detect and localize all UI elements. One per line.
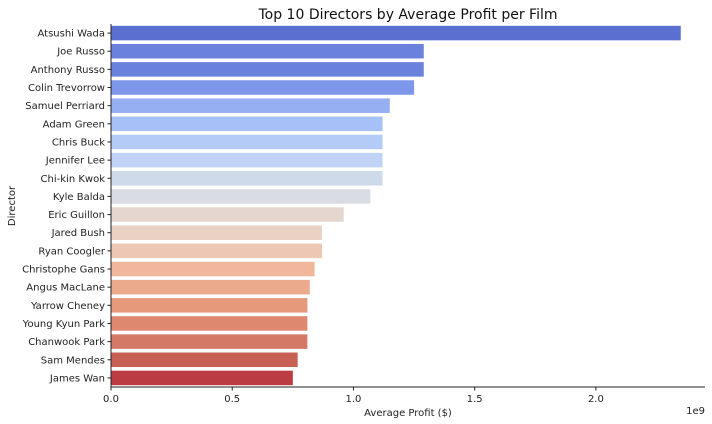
bar-14 bbox=[111, 279, 310, 295]
y-tick-label: Jennifer Lee bbox=[45, 156, 105, 167]
bar-9 bbox=[111, 189, 371, 204]
bar-3 bbox=[111, 80, 415, 95]
x-tick-label: 0.5 bbox=[224, 394, 240, 405]
bar-0 bbox=[111, 25, 681, 41]
bar-2 bbox=[111, 62, 424, 77]
y-tick-label: Adam Green bbox=[43, 119, 105, 130]
y-tick-label: Christophe Gans bbox=[22, 265, 105, 276]
bar-11 bbox=[111, 225, 322, 240]
bar-7 bbox=[111, 152, 383, 168]
y-tick-labels: Atsushi Wada Joe Russo Anthony Russo Colin … bbox=[22, 29, 111, 384]
y-tick-label: Chi-kin Kwok bbox=[41, 174, 106, 185]
bar-6 bbox=[111, 134, 383, 150]
bar-10 bbox=[111, 207, 344, 222]
x-tick-label: 1.5 bbox=[467, 394, 483, 405]
y-tick-label: Chanwook Park bbox=[28, 337, 105, 348]
x-tick-labels: 0.0 0.5 1.0 1.5 2.0 bbox=[103, 387, 604, 405]
bar-5 bbox=[111, 116, 383, 132]
bar-19 bbox=[111, 370, 293, 386]
x-tick-label: 2.0 bbox=[588, 394, 604, 405]
bar-8 bbox=[111, 171, 383, 186]
y-tick-label: Anthony Russo bbox=[31, 65, 105, 76]
y-tick-label: Eric Guillon bbox=[48, 210, 105, 221]
bar-17 bbox=[111, 334, 308, 349]
y-tick-label: Jared Bush bbox=[51, 228, 105, 239]
y-tick-label: Ryan Coogler bbox=[38, 246, 105, 257]
y-tick-label: Joe Russo bbox=[56, 47, 105, 58]
bar-13 bbox=[111, 261, 315, 277]
bar-18 bbox=[111, 352, 298, 368]
y-tick-label: Young Kyun Park bbox=[22, 319, 106, 330]
y-tick-label: Colin Trevorrow bbox=[28, 83, 105, 94]
x-tick-label: 0.0 bbox=[103, 394, 119, 405]
bar-16 bbox=[111, 316, 308, 331]
y-tick-label: Yarrow Cheney bbox=[30, 301, 105, 312]
x-tick-label: 1.0 bbox=[345, 394, 361, 405]
y-tick-label: Kyle Balda bbox=[53, 192, 105, 203]
x-offset-label: 1e9 bbox=[686, 406, 705, 417]
y-tick-label: Samuel Perriard bbox=[25, 101, 105, 112]
bar-12 bbox=[111, 243, 322, 259]
y-tick-label: Atsushi Wada bbox=[38, 29, 106, 40]
y-tick-label: Angus MacLane bbox=[26, 283, 105, 294]
y-axis-title: Director bbox=[7, 185, 18, 226]
bar-4 bbox=[111, 98, 390, 113]
y-tick-label: James Wan bbox=[49, 373, 105, 384]
y-tick-label: Sam Mendes bbox=[41, 355, 105, 366]
bar-1 bbox=[111, 43, 424, 59]
chart-title: Top 10 Directors by Average Profit per F… bbox=[257, 7, 557, 23]
y-tick-label: Chris Buck bbox=[52, 137, 105, 148]
x-axis-title: Average Profit ($) bbox=[364, 408, 452, 419]
bars-group bbox=[111, 25, 681, 386]
bar-15 bbox=[111, 298, 308, 313]
